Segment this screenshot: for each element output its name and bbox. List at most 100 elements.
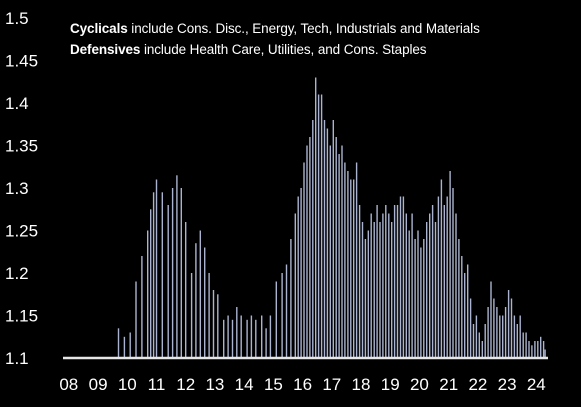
bar xyxy=(522,332,524,358)
bar xyxy=(231,319,234,358)
defensives-note-text: include Health Care, Utilities, and Cons… xyxy=(140,42,427,57)
bar xyxy=(155,179,158,358)
bar xyxy=(513,315,516,358)
bar xyxy=(420,247,422,358)
bar xyxy=(405,213,407,358)
bar xyxy=(347,171,349,358)
x-tick-label: 22 xyxy=(468,375,487,394)
bar xyxy=(117,328,120,358)
bar xyxy=(353,179,355,358)
bar xyxy=(341,145,343,358)
bar xyxy=(464,273,466,358)
bar xyxy=(478,332,480,358)
x-tick-label: 09 xyxy=(89,375,108,394)
bar xyxy=(309,137,311,358)
bar xyxy=(335,137,337,358)
bar xyxy=(499,315,501,358)
bar xyxy=(373,222,375,358)
x-tick-label: 18 xyxy=(352,375,371,394)
x-tick-label: 21 xyxy=(439,375,458,394)
cyclicals-note-text: include Cons. Disc., Energy, Tech, Indus… xyxy=(127,21,480,36)
bar xyxy=(379,222,381,358)
bar xyxy=(399,196,402,358)
bar xyxy=(528,341,530,358)
bar xyxy=(297,196,299,358)
bar xyxy=(426,222,428,358)
x-tick-label: 20 xyxy=(410,375,429,394)
cyclicals-note-bold: Cyclicals xyxy=(70,21,128,36)
bar xyxy=(195,243,197,358)
bar xyxy=(414,239,416,358)
x-tick-label: 17 xyxy=(322,375,341,394)
bar xyxy=(370,213,372,358)
bar xyxy=(376,205,378,358)
bar xyxy=(364,239,367,358)
bar xyxy=(265,328,267,358)
bar xyxy=(190,273,193,358)
bar xyxy=(180,188,182,358)
bar xyxy=(431,205,434,358)
bar xyxy=(217,294,219,359)
bar xyxy=(338,154,340,358)
bar xyxy=(290,239,292,358)
x-tick-label: 11 xyxy=(148,375,166,394)
x-tick-label: 14 xyxy=(235,375,254,394)
bar xyxy=(423,239,425,358)
bar xyxy=(306,145,308,358)
bar xyxy=(227,315,229,358)
bar xyxy=(507,290,510,358)
bar xyxy=(150,209,152,358)
x-tick-label: 19 xyxy=(381,375,400,394)
y-tick-label: 1.15 xyxy=(5,307,38,326)
bar xyxy=(469,298,472,358)
y-tick-labels: 1.1 1.15 1.2 1.25 1.3 1.35 1.4 1.45 1.5 xyxy=(5,9,38,368)
bar xyxy=(212,290,215,358)
x-tick-label: 16 xyxy=(293,375,312,394)
y-tick-label: 1.5 xyxy=(5,9,29,28)
bar xyxy=(537,341,539,358)
bar xyxy=(434,222,437,358)
bar xyxy=(275,281,277,358)
bar xyxy=(493,298,495,358)
x-tick-label: 15 xyxy=(264,375,283,394)
bar xyxy=(542,341,545,358)
bar xyxy=(525,332,527,358)
bar xyxy=(250,315,253,358)
bar xyxy=(534,341,536,358)
cyclicals-note: Cyclicals include Cons. Disc., Energy, T… xyxy=(70,21,480,36)
bar xyxy=(208,273,210,358)
bar xyxy=(300,188,302,358)
bar xyxy=(396,205,399,358)
bar xyxy=(544,349,546,358)
bar xyxy=(161,192,163,358)
bar xyxy=(417,230,419,358)
x-tick-label: 13 xyxy=(205,375,224,394)
bar xyxy=(440,179,443,358)
bar xyxy=(452,188,454,358)
bar xyxy=(223,319,225,358)
bar xyxy=(294,213,296,358)
bar xyxy=(269,315,272,358)
bar xyxy=(281,273,283,358)
bar xyxy=(261,315,263,358)
bar xyxy=(204,247,206,358)
bar xyxy=(147,230,149,358)
bar xyxy=(475,315,478,358)
y-tick-label: 1.3 xyxy=(5,179,29,198)
bar xyxy=(303,162,305,358)
y-tick-label: 1.35 xyxy=(5,137,38,156)
bar xyxy=(496,307,498,358)
bar xyxy=(531,345,533,358)
x-tick-label: 12 xyxy=(176,375,195,394)
y-tick-label: 1.1 xyxy=(5,349,29,368)
bar xyxy=(502,315,504,358)
bar xyxy=(402,196,405,358)
bar xyxy=(332,120,334,358)
bar xyxy=(461,256,463,358)
bar xyxy=(355,162,358,358)
bar xyxy=(236,307,238,358)
bar xyxy=(455,213,457,358)
bar xyxy=(385,205,387,358)
x-tick-label: 10 xyxy=(118,375,137,394)
bar xyxy=(317,94,320,358)
